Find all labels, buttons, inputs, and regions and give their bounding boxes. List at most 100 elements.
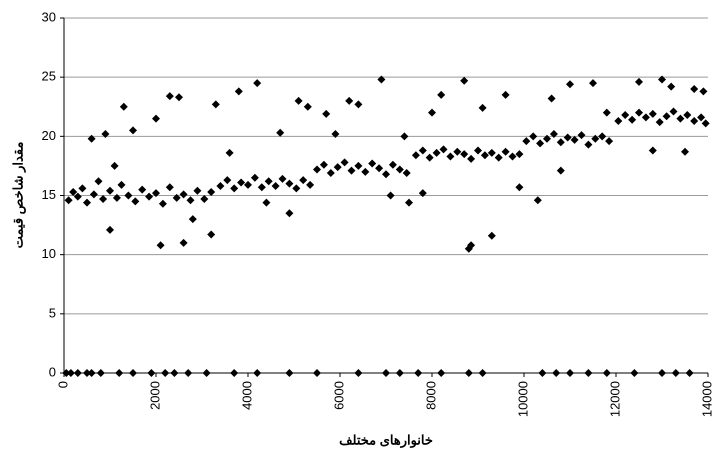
y-axis-label: مقدار شاخص قیمت xyxy=(10,142,26,249)
point xyxy=(257,183,266,192)
point xyxy=(186,196,195,205)
point xyxy=(99,195,108,204)
point xyxy=(207,187,216,196)
point xyxy=(386,191,395,200)
point xyxy=(699,87,708,96)
point xyxy=(250,173,259,182)
point xyxy=(83,369,91,377)
point xyxy=(158,199,167,208)
point xyxy=(193,186,202,195)
x-tick-label: 4000 xyxy=(239,381,254,410)
point xyxy=(78,184,87,193)
point xyxy=(253,79,262,88)
point xyxy=(428,108,436,117)
x-tick-label: 2000 xyxy=(147,381,162,410)
point xyxy=(285,209,294,218)
point xyxy=(667,82,676,91)
point xyxy=(432,148,441,157)
point xyxy=(156,241,165,250)
point xyxy=(388,160,397,169)
point xyxy=(73,369,82,377)
y-tick-label: 15 xyxy=(42,187,56,202)
point xyxy=(566,80,574,89)
point xyxy=(347,166,356,175)
point xyxy=(591,134,600,143)
point xyxy=(313,369,321,377)
point xyxy=(303,102,312,111)
point xyxy=(216,182,225,191)
x-tick-label: 0 xyxy=(55,381,70,388)
point xyxy=(630,369,639,377)
point xyxy=(533,196,542,205)
point xyxy=(635,108,643,117)
point xyxy=(230,369,239,377)
x-tick-label: 8000 xyxy=(423,381,438,410)
point xyxy=(683,111,692,120)
point xyxy=(478,103,487,112)
point xyxy=(165,92,174,101)
point xyxy=(253,369,262,377)
point xyxy=(172,193,181,202)
point xyxy=(129,369,137,377)
point xyxy=(446,152,455,161)
point xyxy=(681,147,689,156)
point xyxy=(375,164,384,173)
y-tick-label: 25 xyxy=(42,69,56,84)
point xyxy=(382,369,390,377)
point xyxy=(439,145,448,154)
point xyxy=(480,151,489,160)
point xyxy=(494,153,503,162)
point xyxy=(89,190,98,199)
point xyxy=(556,166,565,175)
x-tick-label: 10000 xyxy=(515,381,530,417)
point xyxy=(244,180,252,189)
point xyxy=(152,114,160,123)
point xyxy=(460,76,469,85)
point xyxy=(453,147,462,156)
point xyxy=(345,96,354,105)
point xyxy=(299,176,308,185)
point xyxy=(202,369,211,377)
point xyxy=(437,90,446,99)
point xyxy=(614,116,623,125)
point xyxy=(377,75,386,84)
point xyxy=(129,126,137,135)
point xyxy=(395,165,404,174)
point xyxy=(536,139,545,148)
point xyxy=(690,85,699,93)
point xyxy=(501,90,510,99)
point xyxy=(165,183,174,192)
point xyxy=(87,369,96,377)
point xyxy=(437,369,446,377)
point xyxy=(460,150,469,159)
point xyxy=(152,189,160,198)
point xyxy=(278,174,287,183)
x-axis-label: خانوارهای مختلف xyxy=(339,432,433,448)
point xyxy=(354,100,363,109)
point xyxy=(138,185,147,194)
point xyxy=(538,369,547,377)
point xyxy=(115,369,124,377)
point xyxy=(66,369,75,377)
point xyxy=(411,151,420,160)
point xyxy=(478,369,487,377)
point xyxy=(94,177,103,186)
point xyxy=(467,154,476,163)
point xyxy=(292,184,301,193)
point xyxy=(110,161,119,170)
point xyxy=(354,161,363,170)
point xyxy=(501,147,510,156)
point xyxy=(184,369,193,377)
point xyxy=(96,369,105,377)
point xyxy=(83,198,91,207)
point xyxy=(117,180,126,189)
point xyxy=(161,369,170,377)
point xyxy=(230,184,239,193)
point xyxy=(577,131,586,140)
point xyxy=(405,198,413,207)
point xyxy=(701,119,710,128)
point xyxy=(179,238,188,247)
point xyxy=(211,100,220,109)
point xyxy=(333,163,342,172)
point xyxy=(425,153,434,162)
